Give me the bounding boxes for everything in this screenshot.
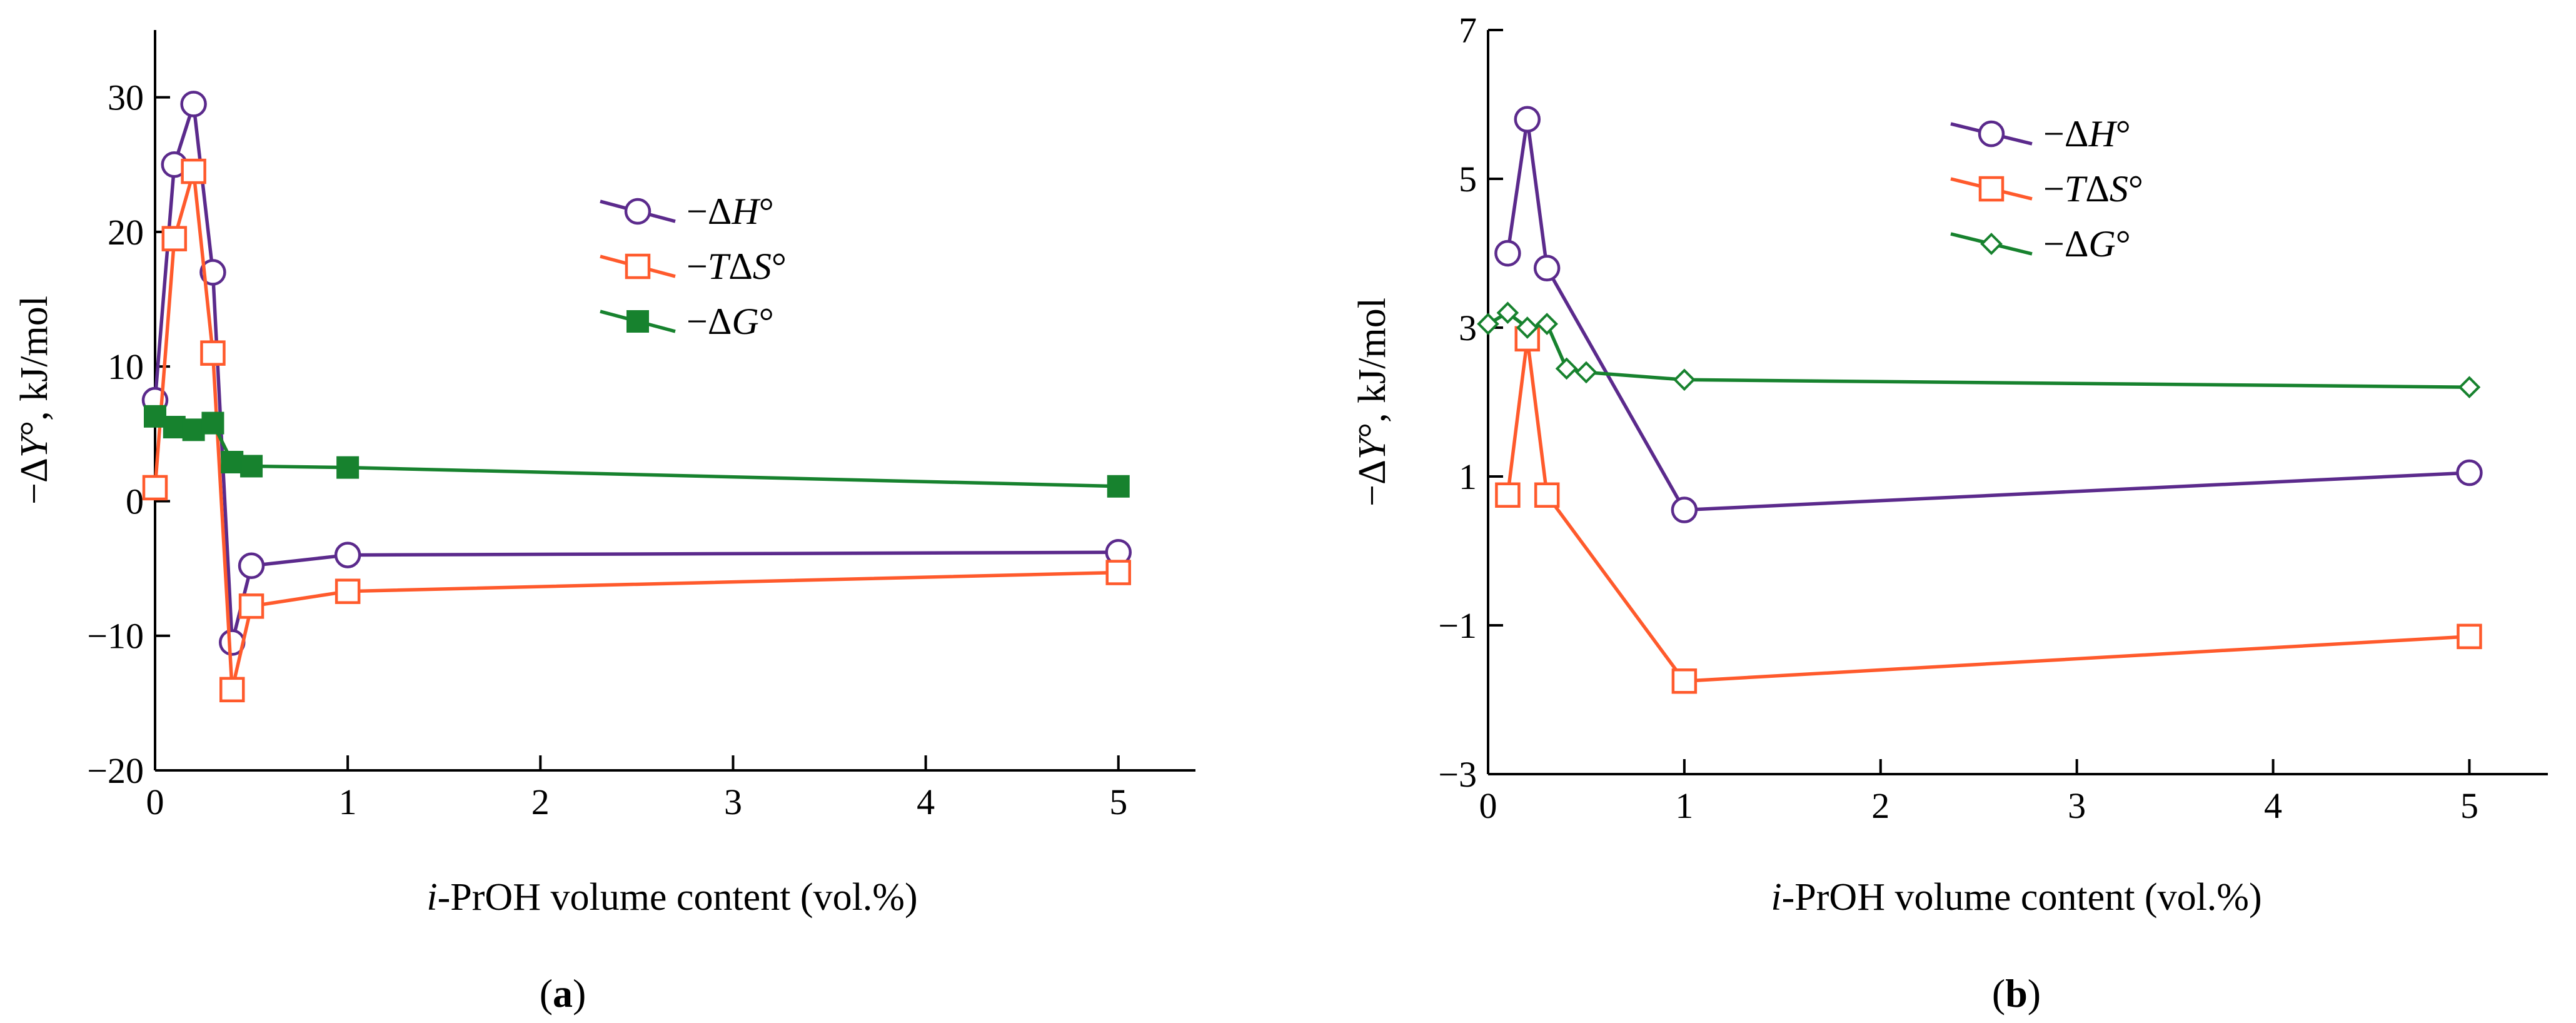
y-tick-label: 3: [1459, 308, 1477, 348]
series-2-point: [1107, 475, 1130, 498]
series-0-point: [1671, 496, 1698, 523]
series-0-point: [334, 542, 361, 568]
legend-marker: [625, 253, 651, 280]
series-1-point: [142, 475, 168, 501]
y-tick-label: −10: [87, 616, 144, 657]
legend-label: −ΔH°: [2043, 113, 2131, 154]
series-2-point: [2458, 376, 2481, 399]
y-tick-label: 30: [108, 78, 144, 118]
y-tick-label: −20: [87, 750, 144, 791]
series-line-0: [153, 102, 1119, 645]
x-axis-label: i-PrOH volume content (vol.%): [426, 876, 917, 919]
series-2-point: [144, 405, 166, 428]
y-tick-label: −1: [1438, 605, 1477, 646]
y-tick-label: 5: [1459, 159, 1477, 199]
chart-panel-b: 0 1 2 3 4 5 −3 −1 1 3 5 7 i-PrOH volume content (vol…: [1351, 10, 2548, 1015]
series-1-point: [1671, 668, 1698, 694]
panel-label: (a): [540, 971, 586, 1015]
x-tick-label: 4: [917, 782, 935, 822]
series-2-point: [182, 418, 205, 441]
series-0-point: [199, 259, 226, 286]
y-tick-label: 0: [126, 481, 144, 522]
x-axis-label: i-PrOH volume content (vol.%): [1771, 876, 2262, 919]
series-2-point: [240, 455, 263, 478]
series-line-2: [1487, 311, 2470, 389]
series-2-point: [221, 451, 244, 474]
series-2-point: [163, 416, 186, 439]
legend-marker: [1978, 120, 2005, 148]
series-2-point: [1673, 368, 1696, 391]
series-0-point: [238, 552, 265, 580]
series-1-point: [1105, 560, 1131, 585]
legend-label: −ΔG°: [687, 301, 774, 342]
y-axis-label: −ΔY°, kJ/mol: [1351, 298, 1394, 506]
series-1-point: [161, 226, 188, 251]
series-1-point: [181, 158, 206, 184]
x-tick-label: 1: [339, 782, 357, 822]
x-tick-label: 5: [2460, 785, 2478, 826]
y-tick-label: 20: [108, 212, 144, 253]
x-tick-label: 3: [724, 782, 742, 822]
series-1-point: [219, 677, 245, 703]
y-tick-label: 7: [1459, 10, 1477, 51]
series-line-1: [153, 169, 1119, 692]
legend-label: −TΔS°: [2043, 168, 2143, 209]
legend-label: −ΔH°: [687, 191, 774, 232]
x-tick-label: 2: [531, 782, 550, 822]
series-2-point: [201, 411, 224, 435]
series-0-point: [180, 91, 207, 118]
series-0-point: [1514, 106, 1541, 133]
x-tick-label: 0: [146, 782, 164, 822]
series-0-point: [2456, 459, 2483, 486]
x-tick-label: 5: [1109, 782, 1127, 822]
series-1-point: [1495, 482, 1521, 508]
y-tick-label: −3: [1438, 754, 1477, 795]
legend-label: −ΔG°: [2043, 223, 2131, 265]
y-tick-label: 10: [108, 346, 144, 387]
series-2-point: [1536, 313, 1558, 335]
y-tick-label: 1: [1459, 456, 1477, 497]
panel-label: (b): [1992, 971, 2041, 1015]
x-tick-label: 4: [2264, 785, 2282, 826]
series-1-point: [2457, 623, 2482, 650]
series-1-point: [1534, 482, 1560, 508]
series-0-point: [1533, 254, 1561, 282]
legend-label: −TΔS°: [687, 246, 787, 287]
y-axis-label: −ΔY°, kJ/mol: [13, 296, 56, 505]
series-2-point: [1477, 313, 1499, 335]
series-2-point: [1575, 361, 1597, 384]
series-0-point: [1494, 239, 1521, 267]
series-1-point: [200, 340, 226, 366]
series-line-2: [154, 415, 1119, 488]
x-tick-label: 1: [1675, 785, 1693, 826]
series-1-point: [238, 593, 264, 619]
chart-panel-a: 0 1 2 3 4 5 −20 −10 0 10 20 30 i-PrOH volume content…: [13, 30, 1195, 1015]
series-2-point: [1516, 316, 1539, 339]
series-2-point: [1555, 357, 1578, 380]
series-1-point: [335, 578, 361, 604]
legend-marker: [626, 310, 649, 333]
x-tick-label: 0: [1479, 785, 1497, 826]
series-2-point: [336, 456, 360, 479]
x-tick-label: 3: [2068, 785, 2086, 826]
legend-marker: [1978, 176, 2005, 202]
series-2-point: [1496, 301, 1519, 325]
x-tick-label: 2: [1871, 785, 1889, 826]
legend-marker: [624, 198, 652, 225]
series-line-1: [1506, 337, 2470, 683]
legend-marker: [1980, 233, 2003, 255]
